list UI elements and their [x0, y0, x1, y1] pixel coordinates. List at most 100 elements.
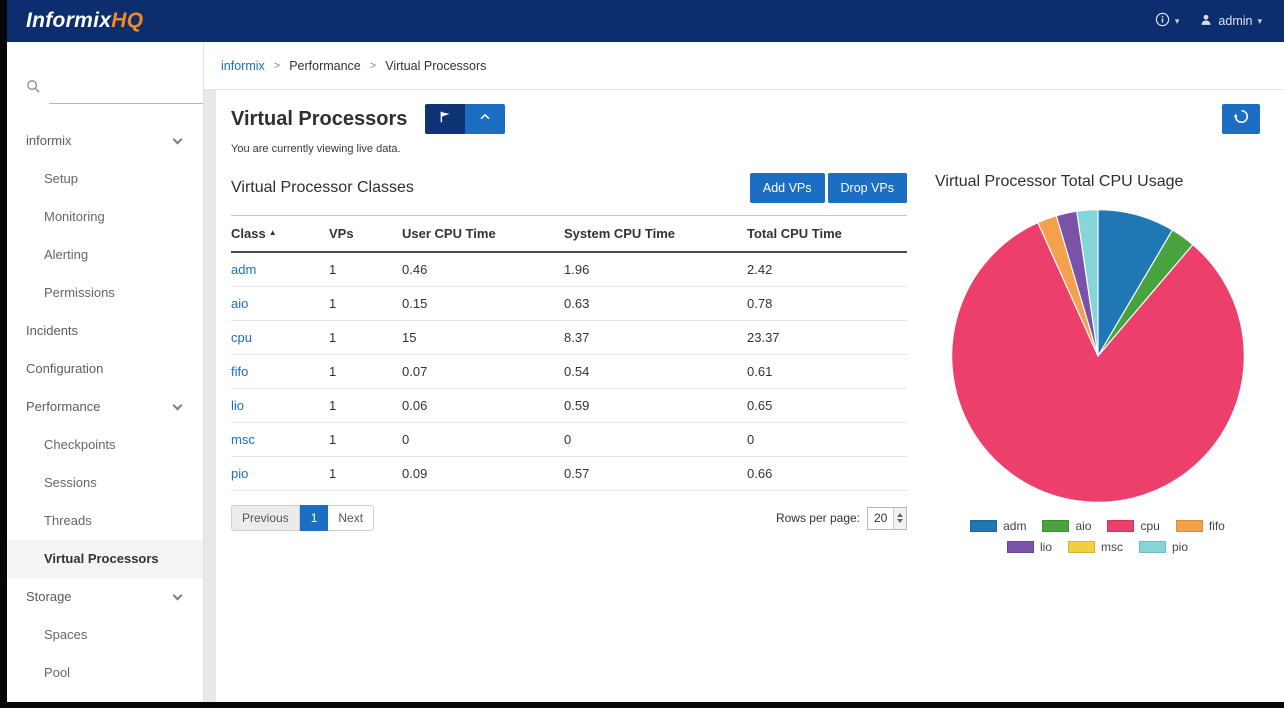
class-link[interactable]: lio — [231, 398, 245, 413]
table-row: fifo 1 0.07 0.54 0.61 — [231, 354, 907, 389]
breadcrumb-link-informix[interactable]: informix — [221, 58, 265, 73]
app-logo[interactable]: InformixHQ — [26, 9, 143, 33]
value-cell: 0.66 — [747, 456, 907, 491]
legend-swatch — [1107, 520, 1135, 532]
pie-slice-cpu[interactable] — [950, 221, 1245, 503]
value-cell: 0.78 — [747, 286, 907, 321]
class-link[interactable]: aio — [231, 296, 249, 311]
pie-slice-pio[interactable] — [1075, 209, 1099, 357]
class-link[interactable]: fifo — [231, 364, 249, 379]
class-link[interactable]: adm — [231, 262, 257, 277]
sidebar-item-informix[interactable]: informix — [0, 122, 203, 160]
chevron-down-icon — [172, 590, 183, 601]
pagination-row: Previous 1 Next Rows per page: 20 — [231, 505, 907, 531]
value-cell: 0.07 — [402, 354, 564, 389]
sidebar-item-spaces[interactable]: Spaces — [0, 616, 203, 654]
chevron-down-icon: ▾ — [1174, 15, 1180, 26]
column-header-total-cpu[interactable]: Total CPU Time — [747, 216, 907, 253]
legend-item-aio[interactable]: aio — [1042, 519, 1091, 533]
sidebar-item-configuration[interactable]: Configuration — [0, 350, 203, 388]
info-icon — [1155, 12, 1170, 30]
class-link[interactable]: pio — [231, 466, 249, 481]
sidebar-item-checkpoints[interactable]: Checkpoints — [0, 426, 203, 464]
window-left-edge — [0, 0, 7, 708]
sidebar-search — [0, 42, 203, 104]
rows-per-page-value: 20 — [874, 511, 888, 525]
breadcrumb-current: Virtual Processors — [385, 58, 487, 73]
next-page-button[interactable]: Next — [328, 505, 375, 531]
class-cell: msc — [231, 422, 329, 457]
column-header-class[interactable]: Class ▲ — [231, 216, 329, 253]
sidebar-item-label: Storage — [26, 589, 72, 604]
sidebar-item-sessions[interactable]: Sessions — [0, 464, 203, 502]
legend-label: adm — [1003, 519, 1027, 533]
class-cell: adm — [231, 252, 329, 287]
previous-page-button[interactable]: Previous — [231, 505, 300, 531]
collapse-button[interactable] — [465, 104, 506, 134]
sidebar-item-setup[interactable]: Setup — [0, 160, 203, 198]
breadcrumb-performance[interactable]: Performance — [289, 58, 361, 73]
sidebar-item-label: Setup — [44, 171, 78, 186]
legend-swatch — [1175, 520, 1203, 532]
refresh-icon — [1233, 108, 1250, 130]
page-header: Virtual Processors — [231, 104, 1260, 134]
value-cell: 1 — [329, 320, 402, 355]
sidebar-item-permissions[interactable]: Permissions — [0, 274, 203, 312]
rows-per-page-select[interactable]: 20 — [867, 506, 907, 530]
sidebar-item-label: Sessions — [44, 475, 97, 490]
value-cell: 0 — [402, 422, 564, 457]
value-cell: 0.57 — [564, 456, 747, 491]
class-link[interactable]: msc — [231, 432, 255, 447]
drop-vps-button[interactable]: Drop VPs — [827, 173, 907, 203]
vp-table: Class ▲ VPs User CPU Time System CPU Time… — [231, 216, 907, 491]
value-cell: 0 — [747, 422, 907, 457]
chart-title: Virtual Processor Total CPU Usage — [935, 173, 1184, 190]
sidebar-item-pool[interactable]: Pool — [0, 654, 203, 692]
cpu-usage-panel: Virtual Processor Total CPU Usage adm aio… — [907, 173, 1260, 554]
legend-swatch — [1139, 541, 1166, 553]
column-header-vps[interactable]: VPs — [329, 216, 402, 253]
legend-item-msc[interactable]: msc — [1068, 540, 1123, 554]
pager: Previous 1 Next — [231, 505, 375, 531]
sidebar-item-storage[interactable]: Storage — [0, 578, 203, 616]
column-header-system-cpu[interactable]: System CPU Time — [564, 216, 747, 253]
sidebar-item-incidents[interactable]: Incidents — [0, 312, 203, 350]
sidebar-item-label: Threads — [44, 513, 92, 528]
legend-item-adm[interactable]: adm — [970, 519, 1026, 533]
sidebar-item-label: Spaces — [44, 627, 88, 642]
legend-item-lio[interactable]: lio — [1006, 540, 1052, 554]
sidebar-item-alerting[interactable]: Alerting — [0, 236, 203, 274]
table-row: pio 1 0.09 0.57 0.66 — [231, 456, 907, 491]
legend-item-pio[interactable]: pio — [1139, 540, 1188, 554]
info-menu[interactable]: ▾ — [1155, 12, 1180, 30]
sidebar-item-label: Configuration — [26, 361, 104, 376]
sidebar-item-threads[interactable]: Threads — [0, 502, 203, 540]
sidebar-item-monitoring[interactable]: Monitoring — [0, 198, 203, 236]
section-title: Virtual Processor Classes — [231, 179, 414, 196]
live-data-button[interactable] — [425, 104, 466, 134]
value-cell: 1 — [329, 422, 402, 457]
class-link[interactable]: cpu — [231, 330, 252, 345]
spinner-icon[interactable] — [893, 507, 906, 529]
window-bottom-edge — [0, 702, 1284, 708]
section-divider — [231, 215, 907, 216]
sidebar-item-label: Performance — [26, 399, 101, 414]
user-menu[interactable]: admin ▾ — [1199, 13, 1262, 30]
sidebar-search-input[interactable] — [49, 80, 203, 104]
add-vps-button[interactable]: Add VPs — [749, 173, 825, 203]
legend-item-cpu[interactable]: cpu — [1107, 519, 1160, 533]
sidebar-item-performance[interactable]: Performance — [0, 388, 203, 426]
value-cell: 0.59 — [564, 388, 747, 423]
legend-item-fifo[interactable]: fifo — [1175, 519, 1225, 533]
legend-row: lio msc pio — [1006, 540, 1188, 554]
refresh-button[interactable] — [1222, 104, 1260, 134]
brand-informix: Informix — [26, 9, 112, 32]
value-cell: 0.65 — [747, 388, 907, 423]
value-cell: 0.54 — [564, 354, 747, 389]
value-cell: 0.63 — [564, 286, 747, 321]
sidebar-item-label: informix — [26, 133, 72, 148]
page-1-button[interactable]: 1 — [299, 505, 329, 531]
sidebar-item-virtual-processors[interactable]: Virtual Processors — [0, 540, 203, 578]
column-header-user-cpu[interactable]: User CPU Time — [402, 216, 564, 253]
